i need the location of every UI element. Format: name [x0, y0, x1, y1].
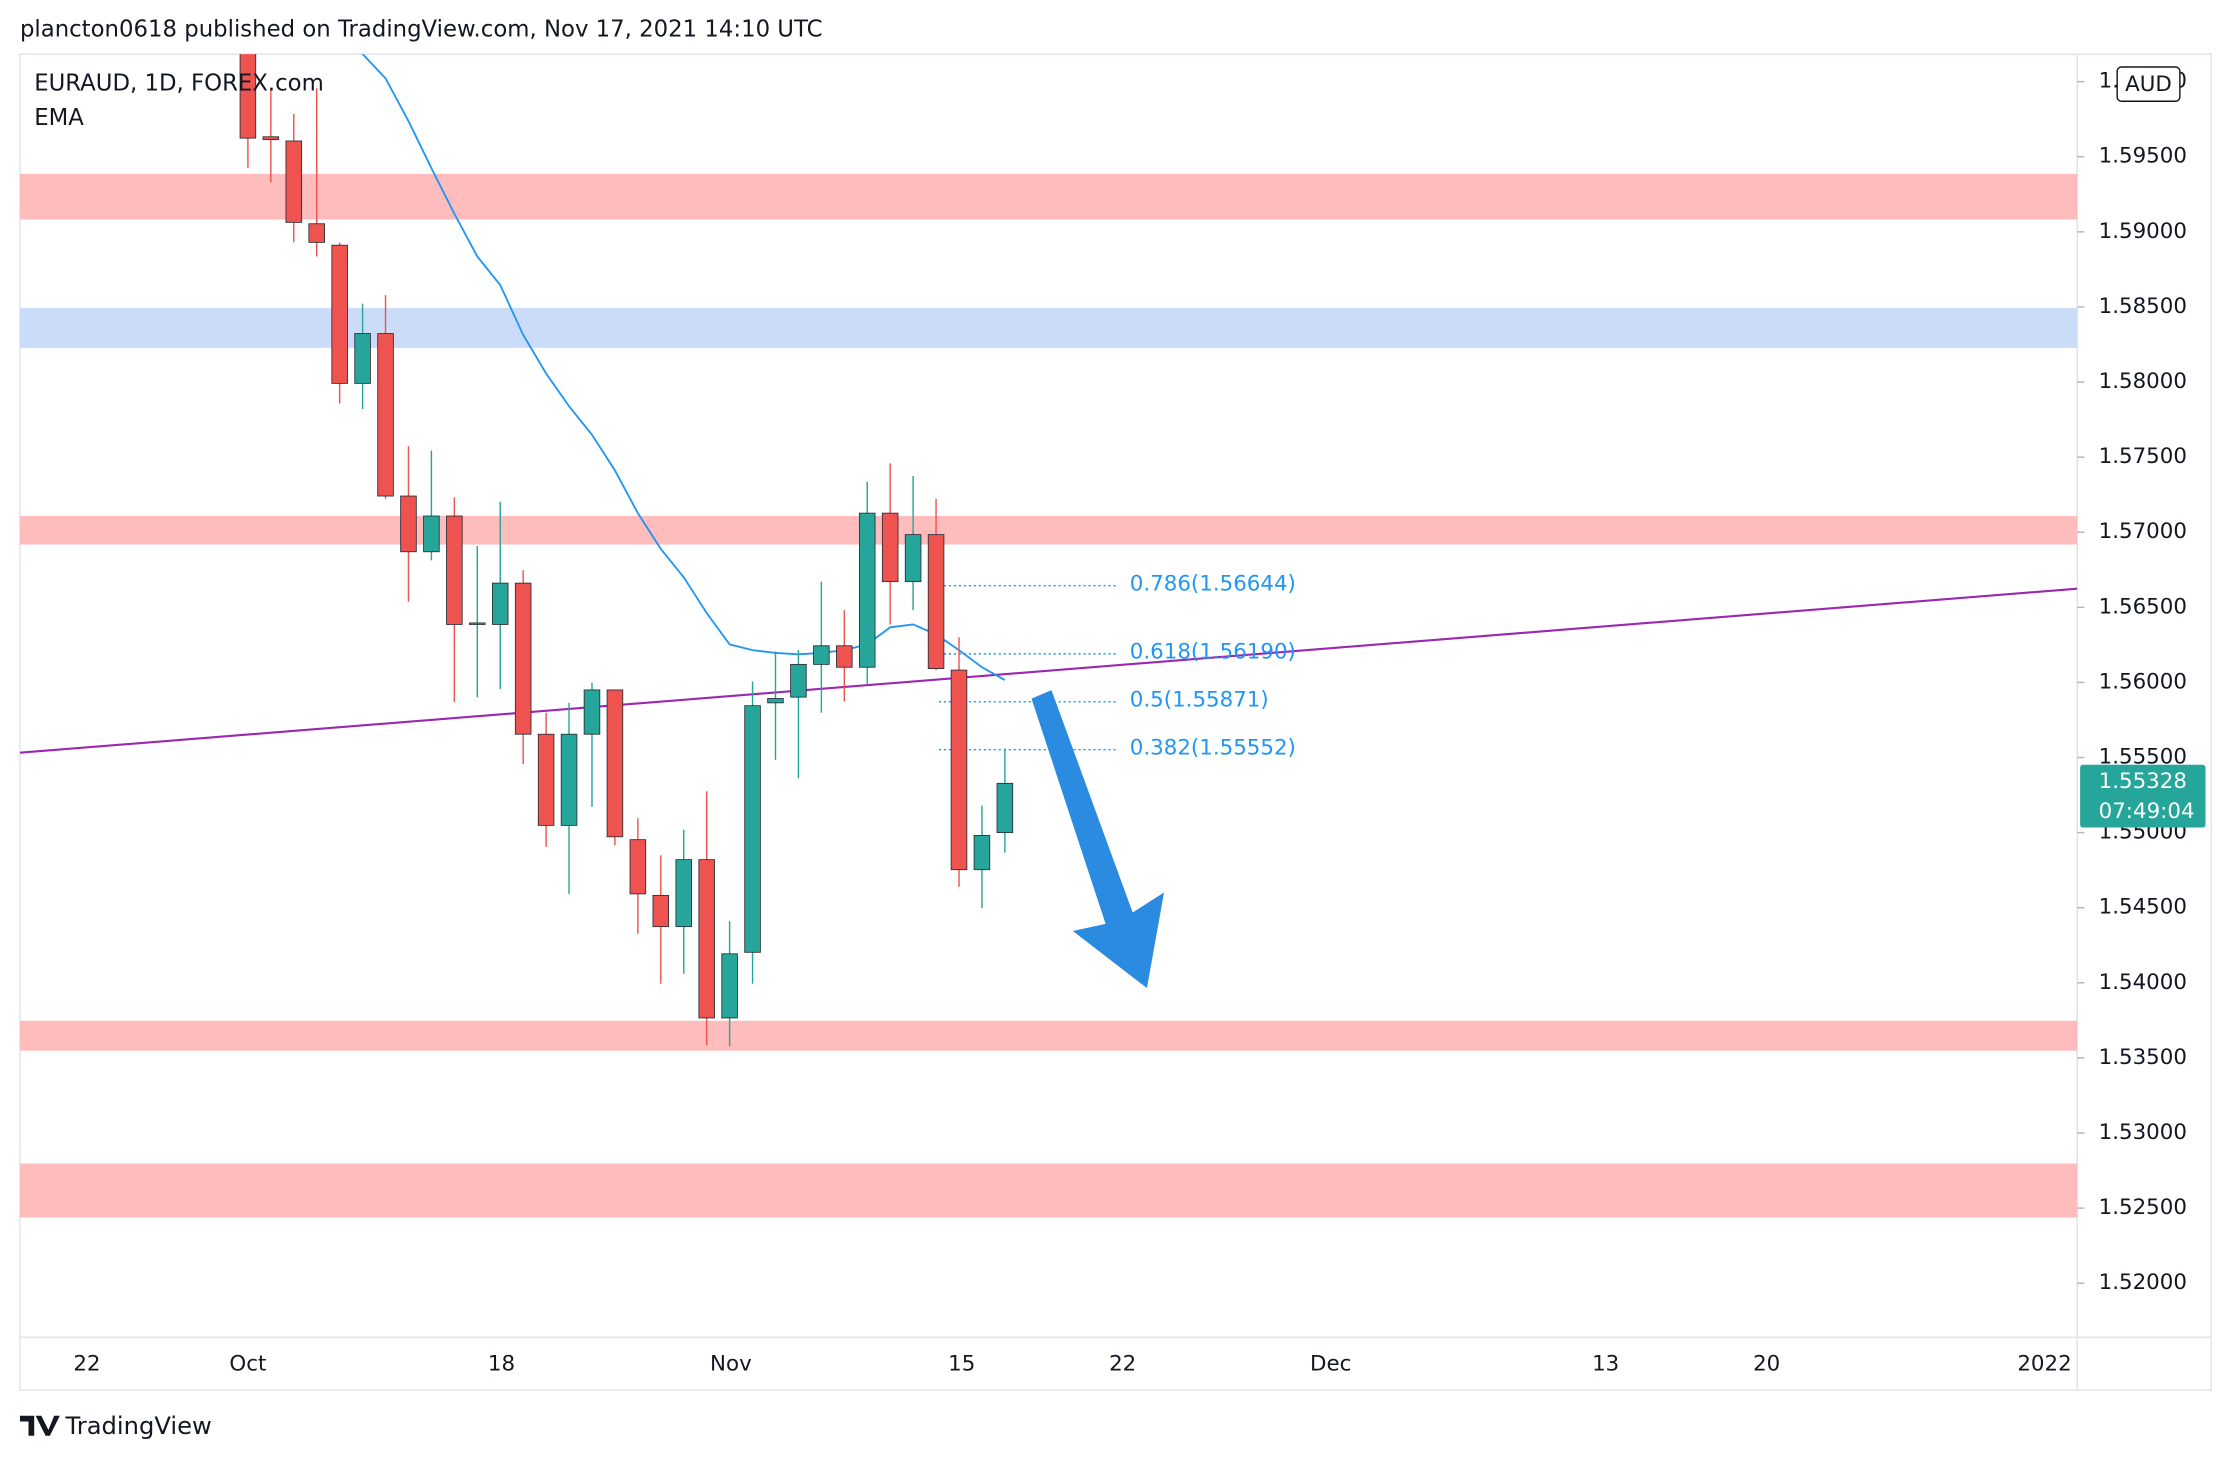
candle-body [904, 534, 922, 583]
candle-body [331, 244, 348, 384]
logo: TradingView [19, 1412, 212, 1440]
ema-line [361, 54, 1006, 681]
candle-body [583, 689, 601, 735]
candle-body [652, 894, 670, 928]
zone [19, 173, 2078, 220]
x-tick-label: 13 [1592, 1351, 1619, 1376]
last-price-tag [2080, 764, 2206, 828]
countdown: 07:49:04 [2099, 799, 2195, 824]
frame [19, 53, 2212, 1391]
footer: TradingView [65, 1412, 212, 1440]
y-tick-label: 1.56000 [2099, 669, 2187, 694]
y-tick-label: 1.52000 [2099, 1270, 2187, 1295]
fib-label: 0.382(1.55552) [1130, 735, 1296, 760]
candle-body [446, 515, 463, 625]
candle-body [790, 663, 807, 698]
x-tick-label: 18 [488, 1351, 515, 1376]
candle-body [836, 645, 853, 668]
zone [19, 1163, 2078, 1218]
symbol: EURAUD, 1D, FOREX.com [34, 71, 324, 97]
x-tick-label: Nov [710, 1351, 752, 1376]
y-tick-label: 1.56500 [2099, 594, 2187, 619]
candle-body [927, 534, 945, 670]
zone [19, 1020, 2078, 1051]
fib-label: 0.5(1.55871) [1130, 687, 1269, 712]
trendline [19, 587, 2078, 754]
x-tick-label: 2022 [2017, 1351, 2071, 1376]
x-tick-label: 22 [73, 1351, 100, 1376]
zone [19, 307, 2078, 348]
fib-label: 0.618(1.56190) [1130, 639, 1296, 664]
indicator: EMA [34, 105, 84, 131]
y-tick-label: 1.54500 [2099, 895, 2187, 920]
fib-label: 0.786(1.56644) [1130, 571, 1296, 596]
candle-body [629, 839, 647, 895]
x-tick-label: 22 [1109, 1351, 1136, 1376]
candle-body [262, 136, 280, 141]
y-tick-label: 1.53500 [2099, 1045, 2187, 1070]
candle-body [950, 669, 968, 871]
candle-body [423, 515, 440, 553]
y-tick-label: 1.57500 [2099, 444, 2187, 469]
candle-body [491, 582, 509, 625]
currency: AUD [2125, 72, 2172, 97]
x-tick-label: 20 [1753, 1351, 1780, 1376]
y-tick-label: 1.52500 [2099, 1195, 2187, 1220]
header: plancton0618 published on TradingView.co… [20, 16, 823, 42]
x-tick-label: Oct [229, 1351, 266, 1376]
candle-body [973, 835, 991, 871]
x-tick-label: 15 [948, 1351, 975, 1376]
logo-mark [19, 1415, 60, 1436]
candle-body [377, 333, 394, 497]
candle-body [675, 859, 692, 928]
candle-body [858, 512, 876, 668]
y-tick-label: 1.59500 [2099, 144, 2187, 169]
candle-body [606, 689, 624, 838]
candle-body [469, 622, 486, 625]
candle-body [514, 582, 532, 735]
candle-body [744, 705, 761, 953]
arrow [1031, 690, 1165, 989]
candle-body [537, 733, 555, 826]
candle-body [721, 953, 738, 1019]
candle-body [308, 223, 325, 243]
currency-box [2116, 66, 2181, 102]
y-tick-label: 1.58500 [2099, 294, 2187, 319]
y-tick-label: 1.53000 [2099, 1120, 2187, 1145]
y-tick-label: 1.58000 [2099, 369, 2187, 394]
candle-body [767, 698, 784, 704]
candle-body [239, 54, 257, 139]
candle-body [996, 782, 1014, 834]
candle-body [698, 859, 715, 1019]
candle-body [400, 495, 417, 553]
candle-body [560, 733, 578, 826]
candle-body [285, 140, 303, 223]
y-tick-label: 1.57000 [2099, 519, 2187, 544]
y-tick-label: 1.59000 [2099, 219, 2187, 244]
last-price: 1.55328 [2099, 769, 2187, 794]
x-tick-label: Dec [1310, 1351, 1351, 1376]
zone [19, 516, 2078, 545]
candle-body [813, 645, 830, 665]
candle-body [354, 333, 371, 384]
candle-body [881, 512, 899, 583]
y-tick-label: 1.54000 [2099, 970, 2187, 995]
